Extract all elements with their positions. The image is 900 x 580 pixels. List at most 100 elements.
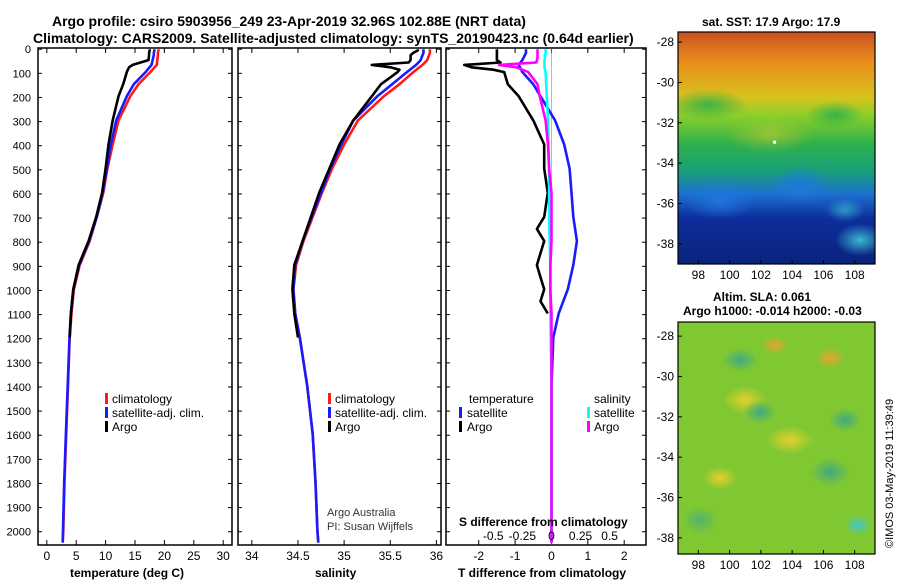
- temperature-chart: 0 5 10 15 20 25 30: [38, 48, 232, 563]
- x-tick-label: 36: [430, 549, 444, 563]
- s-diff-tick-label: -0.25: [509, 529, 537, 543]
- legend-label-sal-argo: Argo: [594, 420, 620, 434]
- sla-anomaly: [682, 506, 718, 534]
- depth-tick-label: 500: [13, 165, 31, 177]
- sla-anomaly: [766, 426, 814, 454]
- legend-label-argo: Argo: [335, 420, 361, 434]
- depth-tick-label: 200: [13, 92, 31, 104]
- sla-anomaly: [722, 348, 758, 372]
- map-x-tick-label: 104: [782, 558, 802, 572]
- sla-map-frame: [677, 321, 876, 555]
- legend-label-argo: Argo: [112, 420, 138, 434]
- depth-tick-label: 1900: [7, 503, 31, 515]
- x-tick-label: 15: [128, 549, 142, 563]
- legend-title-salinity: salinity: [594, 392, 631, 406]
- map-x-tick-label: 98: [692, 558, 706, 572]
- legend-swatch-temp-argo: [459, 421, 462, 432]
- sla-anomaly: [761, 336, 789, 354]
- x-tick-label: 20: [158, 549, 172, 563]
- map-x-tick-label: 100: [720, 268, 740, 282]
- x-tick-label: 30: [217, 549, 231, 563]
- salinity-xlabel: salinity: [315, 566, 357, 580]
- series-line-temperature-argo: [462, 49, 550, 315]
- legend-label-satellite: satellite-adj. clim.: [335, 406, 427, 420]
- legend-swatch-temp-satellite: [459, 407, 462, 418]
- legend-swatch-satellite: [105, 407, 108, 418]
- map-y-tick-label: -36: [657, 491, 675, 505]
- sla-anomaly: [744, 400, 776, 424]
- legend-label-satellite: satellite-adj. clim.: [112, 406, 204, 420]
- depth-tick-label: 1500: [7, 406, 31, 418]
- sst-eddy: [770, 165, 830, 205]
- s-difference-label: S difference from climatology: [459, 515, 628, 529]
- sst-eddy: [805, 101, 865, 129]
- depth-tick-label: 0: [25, 44, 31, 56]
- s-diff-tick-label: 0.25: [569, 529, 593, 543]
- x-tick-label: 0: [43, 549, 50, 563]
- depth-tick-label: 300: [13, 117, 31, 129]
- map-x-tick-label: 108: [845, 268, 865, 282]
- map-y-tick-label: -32: [657, 116, 675, 130]
- sst-eddy: [678, 89, 748, 121]
- legend-label-climatology: climatology: [112, 392, 172, 406]
- x-tick-label: 25: [187, 549, 201, 563]
- imos-credit: ©IMOS 03-May-2019 11:39:49: [884, 399, 896, 548]
- map-x-tick-label: 106: [813, 558, 833, 572]
- sst-eddy: [685, 180, 755, 220]
- legend-swatch-climatology: [105, 393, 108, 404]
- legend-swatch-argo: [328, 421, 331, 432]
- sst-eddy: [725, 117, 815, 153]
- depth-tick-label: 800: [13, 237, 31, 249]
- sst-map: [678, 32, 875, 264]
- s-difference-ticks: -0.5 -0.25 0 0.25 0.5: [483, 529, 618, 543]
- s-diff-tick-label: -0.5: [483, 529, 504, 543]
- x-tick-label: 10: [99, 549, 113, 563]
- temperature-panel-frame: [37, 47, 233, 546]
- map-x-tick-label: 108: [845, 558, 865, 572]
- sst-eddy: [835, 224, 875, 256]
- legend-label-temp-argo: Argo: [467, 420, 493, 434]
- map-x-tick-label: 102: [751, 558, 771, 572]
- legend-title-temperature: temperature: [469, 392, 534, 406]
- sst-map-frame: [677, 31, 876, 265]
- sla-subtitle: Argo h1000: -0.014 h2000: -0.03: [683, 304, 862, 318]
- x-tick-label: 34: [245, 549, 259, 563]
- map-y-tick-label: -34: [657, 156, 675, 170]
- x-tick-label: 0: [548, 549, 555, 563]
- depth-tick-label: 1400: [7, 382, 31, 394]
- credit-pi: PI: Susan Wijffels: [327, 521, 413, 533]
- series-line-argo: [68, 49, 151, 338]
- salinity-panel-frame: [237, 47, 442, 546]
- map-y-tick-label: -34: [657, 450, 675, 464]
- salinity-legend: climatology satellite-adj. clim. Argo: [328, 392, 427, 434]
- sla-anomaly: [815, 347, 845, 369]
- x-tick-label: 5: [73, 549, 80, 563]
- sla-map: [678, 322, 875, 554]
- legend-swatch-climatology: [328, 393, 331, 404]
- map-y-tick-label: -32: [657, 410, 675, 424]
- map-y-tick-label: -38: [657, 237, 675, 251]
- salinity-chart: 34 34.5 35 35.5 36: [238, 48, 443, 563]
- sst-axes: 98 100 102 104 106 108 -28 -30 -32 -34 -36 -38: [657, 35, 865, 282]
- depth-tick-label: 900: [13, 261, 31, 273]
- title-line-1: Argo profile: csiro 5903956_249 23-Apr-2…: [52, 13, 526, 29]
- s-diff-tick-label: 0: [548, 529, 555, 543]
- depth-axis: 0 100 200 300 400 500 600 700 800 900 1000 1100 1200…: [7, 44, 31, 539]
- series-line-salinity-argo: [497, 49, 553, 543]
- depth-tick-label: 700: [13, 213, 31, 225]
- legend-label-climatology: climatology: [335, 392, 395, 406]
- depth-tick-label: 1100: [7, 310, 31, 322]
- legend-swatch-argo: [105, 421, 108, 432]
- x-tick-label: -1: [510, 549, 521, 563]
- depth-tick-label: 1300: [7, 358, 31, 370]
- legend-label-temp-satellite: satellite: [467, 406, 508, 420]
- map-y-tick-label: -30: [657, 75, 675, 89]
- depth-tick-label: 1800: [7, 478, 31, 490]
- series-line-argo: [291, 49, 420, 338]
- depth-tick-label: 1600: [7, 430, 31, 442]
- map-x-tick-label: 102: [751, 268, 771, 282]
- map-x-tick-label: 100: [720, 558, 740, 572]
- depth-tick-label: 1000: [7, 285, 31, 297]
- map-x-tick-label: 104: [782, 268, 802, 282]
- difference-chart: -2 -1 0 1 2: [446, 48, 646, 563]
